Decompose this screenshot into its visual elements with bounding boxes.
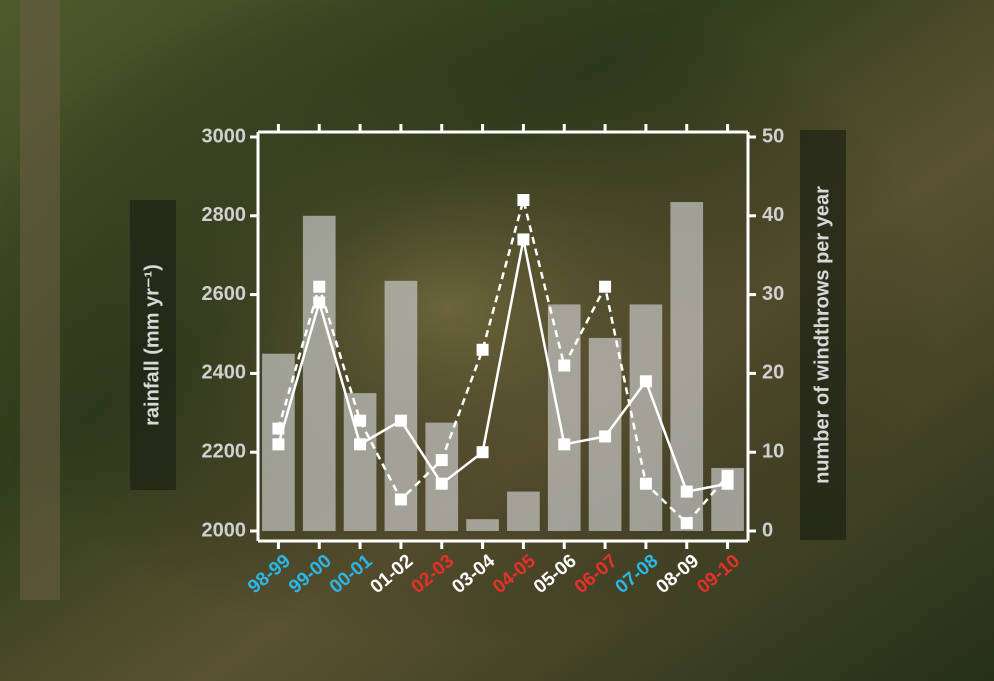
y2-tick-label: 40: [762, 204, 784, 226]
point: [681, 517, 693, 529]
y-tick-label: 2400: [202, 362, 247, 384]
point: [436, 478, 448, 490]
y-tick-label: 2800: [202, 204, 247, 226]
tree-trunk: [20, 0, 60, 600]
chart: rainfall (mm yr⁻¹) number of windthrows …: [0, 0, 994, 681]
y-tick-label: 3000: [202, 125, 247, 147]
point: [477, 446, 489, 458]
point: [558, 360, 570, 372]
bar: [466, 519, 499, 531]
y-axis-title: rainfall (mm yr⁻¹): [141, 264, 163, 426]
point: [558, 438, 570, 450]
point: [517, 233, 529, 245]
bar: [344, 393, 377, 531]
bar: [630, 304, 663, 531]
point: [640, 375, 652, 387]
bar: [425, 423, 458, 531]
point: [640, 478, 652, 490]
y2-tick-label: 10: [762, 440, 784, 462]
point: [722, 470, 734, 482]
y2-tick-label: 30: [762, 283, 784, 305]
bar: [507, 492, 540, 531]
point: [599, 281, 611, 293]
point: [436, 454, 448, 466]
y2-tick-label: 20: [762, 362, 784, 384]
point: [272, 438, 284, 450]
point: [599, 430, 611, 442]
bar: [548, 304, 581, 531]
point: [395, 493, 407, 505]
point: [272, 423, 284, 435]
y-tick-label: 2000: [202, 519, 247, 541]
point: [681, 486, 693, 498]
bar: [385, 281, 418, 531]
bar: [670, 202, 703, 531]
y2-tick-label: 0: [762, 519, 773, 541]
y-tick-label: 2200: [202, 440, 247, 462]
point: [313, 281, 325, 293]
y2-tick-label: 50: [762, 125, 784, 147]
point: [354, 415, 366, 427]
y-tick-label: 2600: [202, 283, 247, 305]
point: [395, 415, 407, 427]
y2-axis-title: number of windthrows per year: [811, 186, 833, 484]
point: [477, 344, 489, 356]
bar: [303, 216, 336, 531]
point: [517, 194, 529, 206]
point: [354, 438, 366, 450]
